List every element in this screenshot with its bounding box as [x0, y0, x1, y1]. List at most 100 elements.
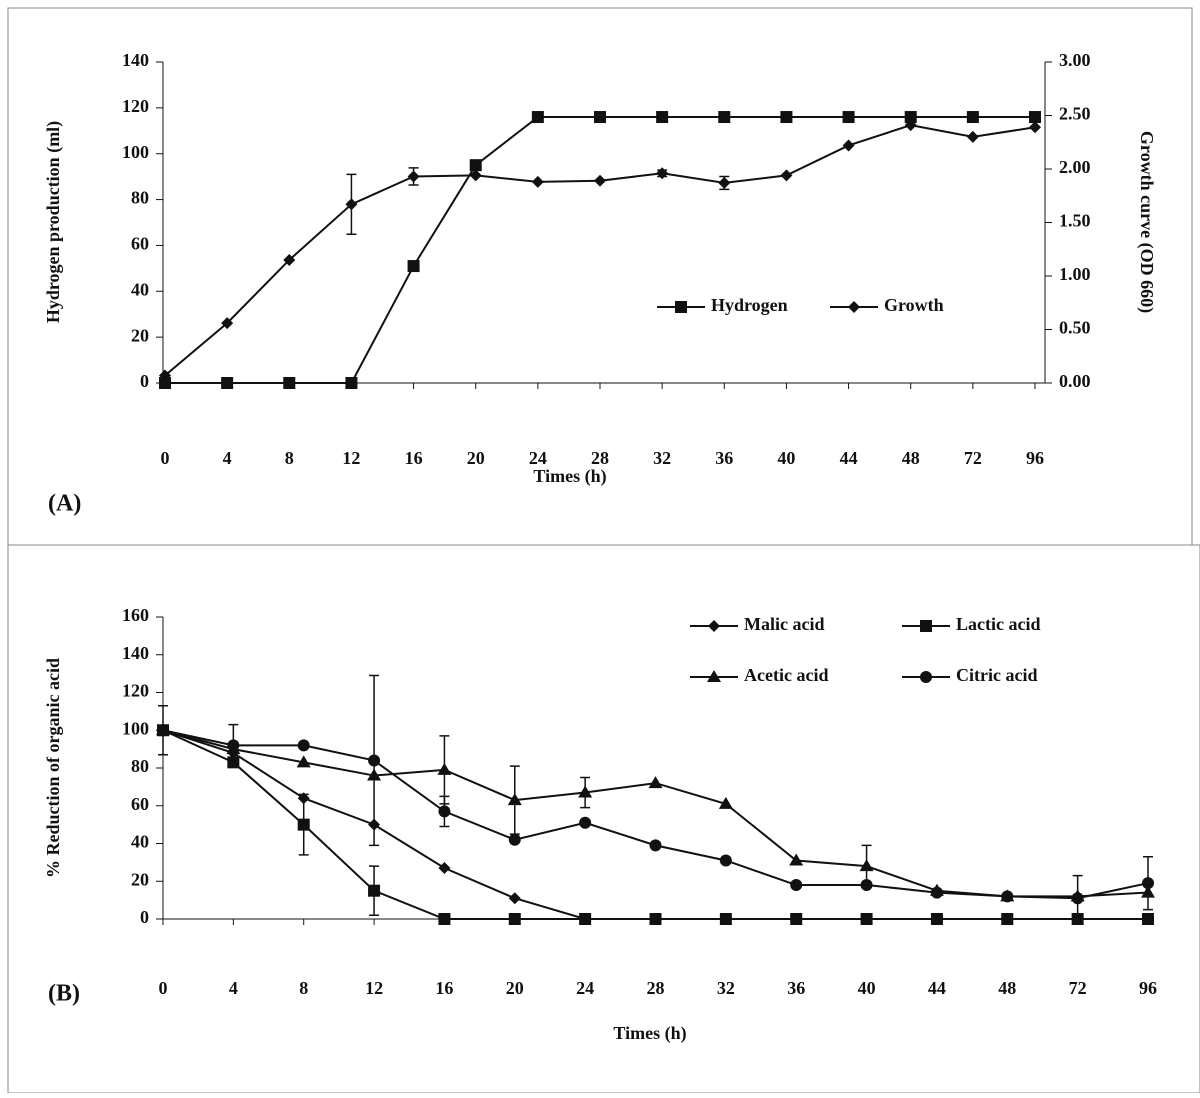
legend-marker: [675, 301, 687, 313]
marker-square: [368, 885, 380, 897]
x-tick-label: 12: [365, 978, 383, 998]
marker-square: [345, 377, 357, 389]
series-line: [165, 125, 1035, 375]
y-tick-label: 100: [122, 718, 149, 738]
marker-square: [931, 913, 943, 925]
x-tick-label: 28: [591, 448, 609, 468]
marker-diamond: [1029, 121, 1041, 133]
legend-marker: [848, 301, 860, 313]
marker-square: [718, 111, 730, 123]
x-tick-label: 40: [858, 978, 876, 998]
x-tick-label: 32: [653, 448, 671, 468]
y2-tick-label: 3.00: [1059, 50, 1091, 70]
marker-square: [1001, 913, 1013, 925]
marker-square: [790, 913, 802, 925]
x-tick-label: 36: [787, 978, 805, 998]
y-tick-label: 20: [131, 325, 149, 345]
y-axis-label: Hydrogen production (ml): [43, 121, 64, 323]
marker-triangle: [649, 776, 663, 788]
y-tick-label: 120: [122, 96, 149, 116]
marker-square: [532, 111, 544, 123]
marker-diamond: [509, 892, 521, 904]
x-tick-label: 72: [1069, 978, 1087, 998]
x-tick-label: 44: [840, 448, 858, 468]
legend-label: Growth: [884, 295, 944, 315]
legend-label: Hydrogen: [711, 295, 788, 315]
marker-square: [1029, 111, 1041, 123]
x-tick-label: 96: [1139, 978, 1157, 998]
y2-axis-label: Growth curve (OD 660): [1136, 131, 1157, 313]
x-tick-label: 12: [342, 448, 360, 468]
marker-diamond: [532, 176, 544, 188]
y2-tick-label: 1.50: [1059, 211, 1091, 231]
x-tick-label: 48: [998, 978, 1016, 998]
series-line: [163, 730, 1148, 898]
marker-circle: [1072, 892, 1084, 904]
marker-square: [780, 111, 792, 123]
y2-tick-label: 2.50: [1059, 104, 1091, 124]
marker-square: [843, 111, 855, 123]
x-tick-label: 20: [467, 448, 485, 468]
x-tick-label: 36: [715, 448, 733, 468]
figure: 0204060801001201400.000.501.001.502.002.…: [0, 0, 1200, 1093]
y2-tick-label: 0.00: [1059, 371, 1091, 391]
y2-tick-label: 1.00: [1059, 264, 1091, 284]
marker-diamond: [408, 170, 420, 182]
marker-circle: [861, 879, 873, 891]
y-tick-label: 80: [131, 188, 149, 208]
marker-square: [594, 111, 606, 123]
y-tick-label: 80: [131, 756, 149, 776]
legend-label: Malic acid: [744, 614, 824, 634]
page: 0204060801001201400.000.501.001.502.002.…: [0, 0, 1200, 1098]
x-tick-label: 4: [229, 978, 238, 998]
legend-label: Lactic acid: [956, 614, 1040, 634]
legend-label: Acetic acid: [744, 665, 828, 685]
marker-circle: [227, 739, 239, 751]
marker-triangle: [437, 763, 451, 775]
marker-diamond: [967, 131, 979, 143]
marker-circle: [509, 834, 521, 846]
x-tick-label: 96: [1026, 448, 1044, 468]
x-tick-label: 8: [285, 448, 294, 468]
y-tick-label: 140: [122, 643, 149, 663]
marker-diamond: [438, 862, 450, 874]
marker-square: [438, 913, 450, 925]
y-tick-label: 0: [140, 371, 149, 391]
marker-diamond: [843, 139, 855, 151]
series-line: [163, 730, 1148, 896]
y-tick-label: 40: [131, 279, 149, 299]
marker-square: [283, 377, 295, 389]
series-line: [163, 730, 1148, 919]
y2-tick-label: 0.50: [1059, 318, 1091, 338]
marker-square: [720, 913, 732, 925]
marker-square: [1142, 913, 1154, 925]
x-tick-label: 16: [435, 978, 453, 998]
x-tick-label: 24: [576, 978, 594, 998]
marker-square: [579, 913, 591, 925]
marker-square: [967, 111, 979, 123]
series-line: [165, 117, 1035, 383]
x-tick-label: 0: [159, 978, 168, 998]
marker-diamond: [718, 177, 730, 189]
marker-circle: [931, 887, 943, 899]
y-tick-label: 140: [122, 50, 149, 70]
legend-marker: [920, 671, 932, 683]
y-tick-label: 20: [131, 869, 149, 889]
marker-circle: [368, 754, 380, 766]
marker-circle: [157, 724, 169, 736]
marker-square: [509, 913, 521, 925]
legend-marker: [708, 620, 720, 632]
y-axis-label: % Reduction of organic acid: [43, 658, 63, 878]
x-tick-label: 24: [529, 448, 547, 468]
marker-circle: [790, 879, 802, 891]
x-tick-label: 28: [647, 978, 665, 998]
marker-circle: [1142, 877, 1154, 889]
legend-marker: [920, 620, 932, 632]
x-tick-label: 4: [223, 448, 232, 468]
x-tick-label: 8: [299, 978, 308, 998]
marker-circle: [720, 854, 732, 866]
x-tick-label: 16: [405, 448, 423, 468]
marker-circle: [298, 739, 310, 751]
y-tick-label: 100: [122, 142, 149, 162]
y-tick-label: 120: [122, 681, 149, 701]
